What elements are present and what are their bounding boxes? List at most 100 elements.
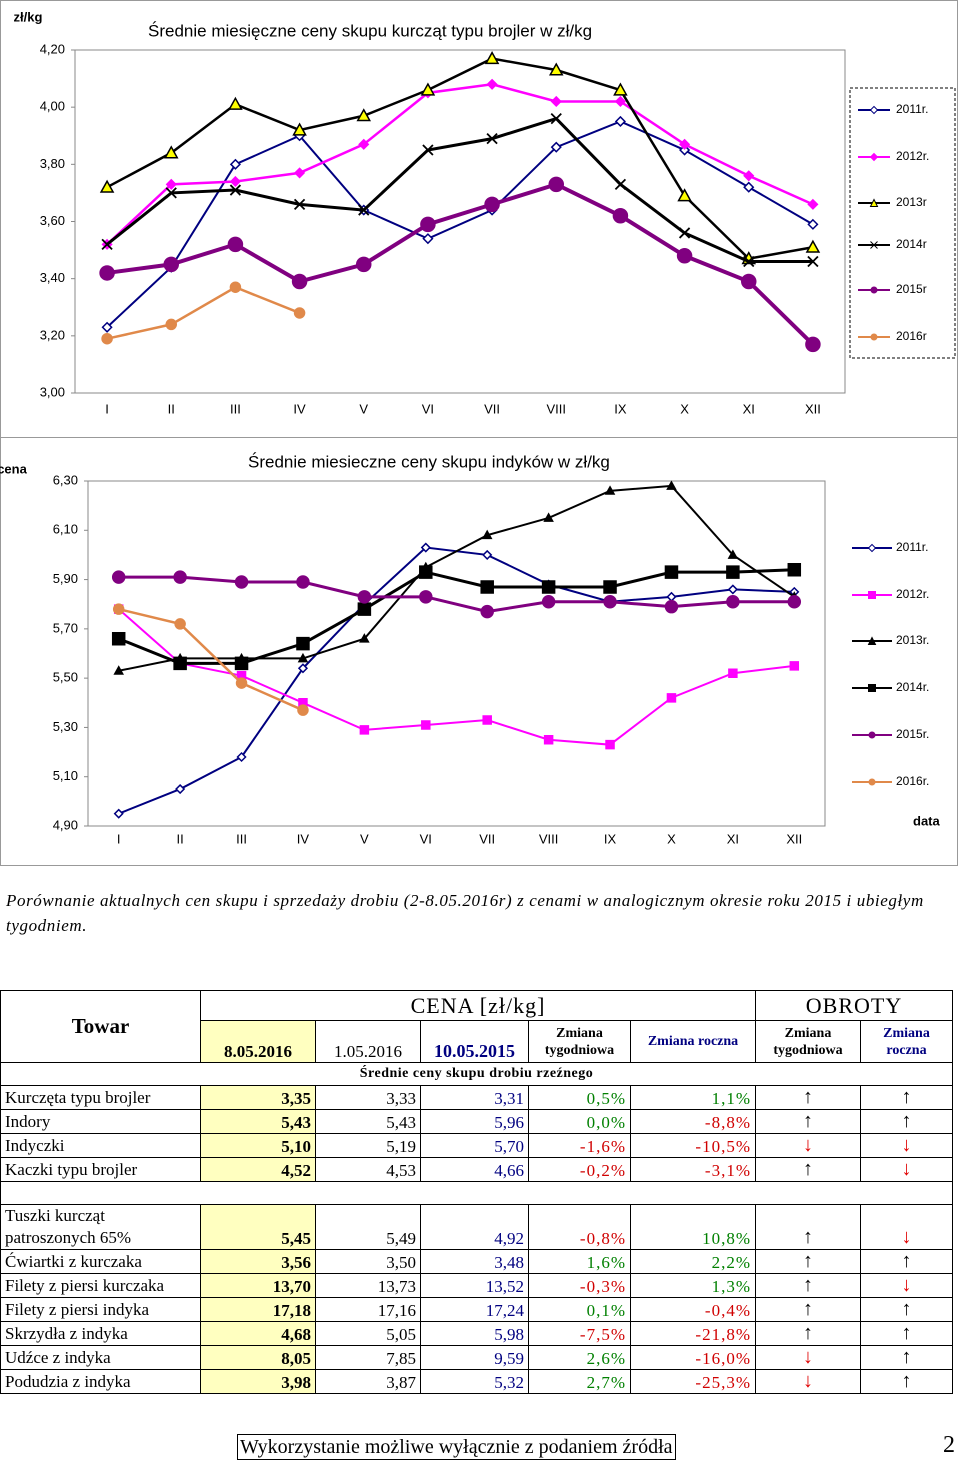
point	[548, 176, 564, 193]
price-change: -10,5%	[630, 1133, 756, 1158]
x-tick-label: IV	[293, 401, 306, 416]
trend-arrow: ↓	[859, 1273, 954, 1298]
point	[678, 227, 691, 239]
y-tick-label: 5,50	[53, 670, 78, 685]
point	[358, 138, 370, 150]
x-tick-label: X	[680, 401, 689, 416]
x-tick-label: IV	[297, 831, 310, 846]
row-label: Kaczki typu brojler	[0, 1157, 201, 1182]
price-prev-week: 3,50	[315, 1249, 421, 1274]
legend-label: 2015r	[896, 282, 927, 296]
row-label: Indory	[0, 1109, 201, 1134]
price-current: 5,45	[200, 1204, 316, 1250]
table-row: Indyczki 5,10 5,19 5,70 -1,6% -10,5% ↓ ↓	[0, 1133, 954, 1158]
x-tick-label: XII	[805, 401, 821, 416]
point	[165, 187, 177, 199]
trend-arrow: ↓	[859, 1133, 954, 1158]
point	[612, 208, 629, 224]
point	[173, 656, 187, 671]
point	[550, 112, 562, 125]
table-row: Podudzia z indyka 3,98 3,87 5,32 2,7% -25,3% ↓…	[0, 1369, 954, 1394]
x-tick-label: VI	[422, 401, 434, 416]
price-change: -8,8%	[630, 1109, 756, 1134]
price-table: Towar CENA [zł/kg] OBROTY 8.05.2016 1.05.201…	[0, 990, 954, 1394]
price-change: -25,3%	[630, 1369, 756, 1394]
series-line	[118, 568, 795, 665]
y-tick-label: 5,70	[53, 620, 78, 635]
row-label: Filety z piersi kurczaka	[0, 1273, 201, 1298]
point	[297, 652, 309, 663]
trend-arrow: ↑	[859, 1249, 954, 1274]
y-tick-label: 6,10	[53, 522, 78, 537]
legend-label: 2015r.	[896, 727, 929, 741]
point	[603, 580, 617, 594]
y-tick-label: 3,00	[40, 384, 65, 399]
point	[666, 480, 677, 490]
point	[163, 145, 179, 159]
point	[229, 184, 242, 196]
point	[480, 580, 494, 594]
price-prev-year: 13,52	[420, 1273, 529, 1298]
legend-marker	[868, 731, 876, 739]
point	[605, 739, 615, 750]
trend-arrow: ↑	[859, 1297, 954, 1322]
point	[357, 590, 372, 604]
price-prev-year: 4,66	[420, 1157, 529, 1182]
trend-arrow: ↓	[859, 1204, 954, 1250]
point	[805, 336, 821, 353]
x-tick-label: VIII	[546, 401, 566, 416]
x-tick-label: VII	[479, 831, 495, 846]
point	[787, 562, 802, 577]
footer-note: Wykorzystanie możliwe wyłącznie z podani…	[237, 1434, 676, 1460]
point	[603, 595, 617, 609]
x-tick-label: I	[117, 831, 121, 846]
trend-arrow: ↑	[755, 1157, 861, 1182]
price-prev-week: 5,19	[315, 1133, 421, 1158]
point	[420, 216, 436, 233]
legend-label: 2012r.	[896, 587, 929, 601]
column-header: 8.05.2016	[200, 1020, 316, 1063]
x-tick-label: III	[236, 831, 247, 846]
legend-marker	[867, 636, 877, 645]
point	[787, 595, 802, 609]
y-tick-label: 3,60	[40, 213, 65, 228]
x-tick-label: VII	[484, 401, 500, 416]
chart-frame	[0, 437, 958, 866]
point	[614, 178, 627, 190]
y-tick-label: 3,40	[40, 270, 65, 285]
point	[726, 565, 740, 579]
y-tick-label: 6,30	[53, 472, 78, 487]
column-header: Zmiana tygodniowa	[528, 1020, 631, 1063]
trend-arrow: ↑	[859, 1321, 954, 1346]
table-row: Kurczęta typu brojler 3,35 3,33 3,31 0,5% 1,1…	[0, 1085, 954, 1110]
price-prev-year: 9,59	[420, 1345, 529, 1370]
price-current: 3,35	[200, 1085, 316, 1110]
y-tick-label: 4,20	[40, 41, 65, 56]
x-tick-label: XI	[727, 831, 739, 846]
y-tick-label: 3,20	[40, 327, 65, 342]
point	[421, 720, 431, 730]
price-prev-week: 5,43	[315, 1109, 421, 1134]
x-tick-label: II	[168, 401, 175, 416]
x-tick-label: VI	[420, 831, 432, 846]
series-line	[106, 182, 815, 346]
point	[604, 485, 616, 495]
point	[550, 95, 562, 108]
x-tick-label: V	[359, 401, 368, 416]
point	[614, 95, 626, 108]
series-line	[118, 608, 795, 746]
trend-arrow: ↓	[755, 1369, 861, 1394]
x-tick-label: VIII	[539, 831, 559, 846]
point	[541, 580, 556, 594]
trend-arrow: ↑	[859, 1369, 954, 1394]
table-row: Filety z piersi indyka 17,18 17,16 17,24 0,1…	[0, 1297, 954, 1322]
table-row: Indory 5,43 5,43 5,96 0,0% -8,8% ↑ ↑	[0, 1109, 954, 1134]
point	[174, 618, 186, 630]
point	[99, 179, 115, 193]
spacer-cell	[0, 1181, 954, 1205]
point	[229, 175, 241, 188]
legend-marker	[870, 241, 878, 249]
price-change: -1,6%	[528, 1133, 631, 1158]
price-current: 5,10	[200, 1133, 316, 1158]
point	[481, 529, 493, 540]
